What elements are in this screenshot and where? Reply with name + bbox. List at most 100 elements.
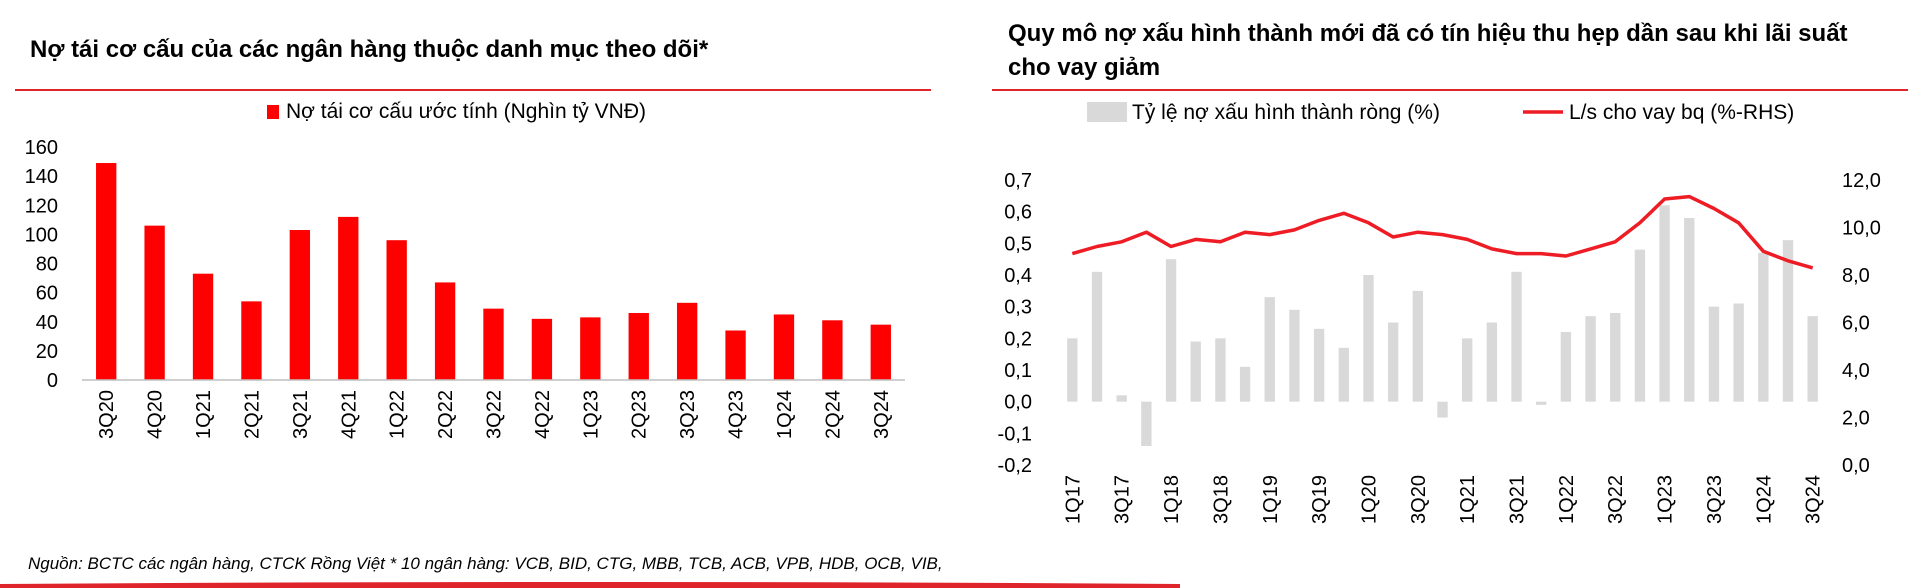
bar-2Q23 [1684, 218, 1695, 402]
y-tick-label: 140 [25, 166, 58, 188]
bad-debt-formation-chart: Tỷ lệ nợ xấu hình thành ròng (%) L/s cho … [998, 101, 1881, 524]
y-right-tick-label: 12,0 [1842, 170, 1881, 192]
restructured-debt-chart: Nợ tái cơ cấu ước tính (Nghìn tỷ VNĐ) 0 20… [25, 100, 905, 439]
legend-marker-restructured-debt [267, 105, 279, 119]
x-tick-label-3Q21: 3Q21 [290, 390, 312, 439]
x-tick-label-3Q22: 3Q22 [1605, 475, 1627, 524]
y-left-tick-label: 0,1 [1004, 360, 1032, 382]
bar-4Q23 [725, 330, 746, 380]
y-tick-label: 120 [25, 195, 58, 217]
y-left-tick-label: -0,1 [998, 423, 1032, 445]
bar-3Q22 [483, 308, 504, 380]
source-note: Nguồn: BCTC các ngân hàng, CTCK Rồng Việ… [28, 554, 943, 573]
bar-2Q24 [822, 320, 843, 380]
x-tick-label-3Q24: 3Q24 [1803, 475, 1825, 524]
bar-1Q24 [773, 314, 795, 380]
bar-4Q21 [338, 216, 359, 380]
x-tick-label-4Q21: 4Q21 [338, 390, 360, 439]
left-chart-title: Nợ tái cơ cấu của các ngân hàng thuộc da… [30, 36, 709, 63]
y-right-tick-label: 4,0 [1842, 360, 1870, 382]
lending-rate-line [1071, 194, 1814, 270]
x-tick-label-2Q22: 2Q22 [435, 390, 457, 439]
legend-label-restructured-debt: Nợ tái cơ cấu ước tính (Nghìn tỷ VNĐ) [286, 100, 646, 123]
x-tick-label-1Q22: 1Q22 [387, 390, 409, 439]
x-tick-label-2Q24: 2Q24 [822, 390, 844, 439]
bar-1Q23 [580, 317, 601, 380]
bar-4Q20 [1437, 401, 1448, 418]
bar-3Q20 [1412, 290, 1424, 402]
right-title-divider [992, 89, 1908, 91]
x-tick-label-1Q24: 1Q24 [1753, 475, 1775, 524]
y-left-tick-label: -0,2 [998, 455, 1032, 477]
bar-4Q23 [1733, 303, 1744, 402]
bar-1Q20 [1363, 275, 1374, 402]
bar-4Q19 [1338, 347, 1349, 402]
bar-2Q22 [434, 282, 456, 380]
x-tick-label-1Q22: 1Q22 [1556, 475, 1578, 524]
bar-2Q21 [1486, 322, 1498, 402]
x-tick-label-1Q20: 1Q20 [1358, 475, 1380, 524]
bar-2Q24 [1782, 240, 1794, 402]
bar-4Q17 [1141, 401, 1152, 446]
bar-1Q18 [1165, 259, 1177, 402]
bar-3Q23 [676, 302, 698, 380]
y-tick-label: 40 [36, 312, 58, 334]
left-title-divider [15, 89, 931, 91]
bar-1Q24 [1758, 252, 1769, 402]
bar-3Q19 [1313, 328, 1325, 402]
y-tick-label: 20 [36, 341, 58, 363]
y-tick-label: 80 [36, 254, 58, 276]
bar-4Q22 [1634, 249, 1646, 402]
bar-2Q17 [1091, 271, 1103, 402]
bar-4Q22 [531, 318, 553, 380]
x-tick-label-4Q22: 4Q22 [532, 390, 554, 439]
x-tick-label-3Q22: 3Q22 [484, 390, 506, 439]
bar-1Q22 [386, 240, 407, 380]
x-tick-label-1Q23: 1Q23 [580, 390, 602, 439]
bar-2Q18 [1190, 341, 1201, 402]
bar-3Q20 [96, 163, 117, 380]
bar-4Q20 [144, 225, 165, 380]
bar-3Q18 [1215, 338, 1226, 402]
x-tick-label-3Q19: 3Q19 [1309, 475, 1331, 524]
x-tick-label-1Q21: 1Q21 [1457, 475, 1479, 524]
bar-4Q21 [1536, 401, 1547, 405]
x-tick-label-3Q23: 3Q23 [1704, 475, 1726, 524]
x-tick-label-3Q24: 3Q24 [871, 390, 893, 439]
bar-2Q19 [1289, 309, 1300, 402]
y-left-tick-label: 0,2 [1004, 328, 1032, 350]
bar-4Q18 [1239, 366, 1251, 402]
x-tick-label-3Q20: 3Q20 [96, 390, 118, 439]
bar-1Q21 [1461, 338, 1473, 402]
legend-label-lending-rate: L/s cho vay bq (%-RHS) [1569, 101, 1794, 124]
bar-3Q17 [1116, 395, 1127, 402]
y-left-tick-label: 0,3 [1004, 297, 1032, 319]
y-right-tick-label: 10,0 [1842, 218, 1881, 240]
y-left-tick-label: 0,0 [1004, 392, 1032, 414]
bar-3Q23 [1708, 306, 1720, 402]
bar-1Q23 [1659, 205, 1670, 402]
x-tick-label-2Q23: 2Q23 [629, 390, 651, 439]
x-tick-label-1Q19: 1Q19 [1260, 475, 1282, 524]
bar-1Q22 [1560, 332, 1572, 402]
x-tick-label-1Q23: 1Q23 [1655, 475, 1677, 524]
y-right-tick-label: 6,0 [1842, 313, 1870, 335]
x-tick-label-3Q21: 3Q21 [1507, 475, 1529, 524]
y-left-tick-label: 0,4 [1004, 265, 1032, 287]
x-tick-label-1Q24: 1Q24 [774, 390, 796, 439]
bar-2Q21 [241, 301, 262, 380]
x-tick-label-1Q18: 1Q18 [1161, 475, 1183, 524]
bar-1Q19 [1264, 297, 1275, 402]
x-tick-label-4Q23: 4Q23 [726, 390, 748, 439]
bar-2Q20 [1387, 322, 1399, 402]
bar-3Q22 [1610, 313, 1621, 402]
bar-3Q24 [1807, 316, 1818, 402]
bar-2Q22 [1585, 316, 1596, 402]
x-tick-label-3Q17: 3Q17 [1112, 475, 1134, 524]
y-right-tick-label: 0,0 [1842, 455, 1870, 477]
y-right-tick-label: 2,0 [1842, 408, 1870, 430]
bar-3Q21 [289, 230, 311, 380]
bottom-decorative-swoosh [0, 582, 1180, 588]
y-tick-label: 0 [47, 370, 58, 392]
bar-2Q23 [628, 313, 649, 380]
